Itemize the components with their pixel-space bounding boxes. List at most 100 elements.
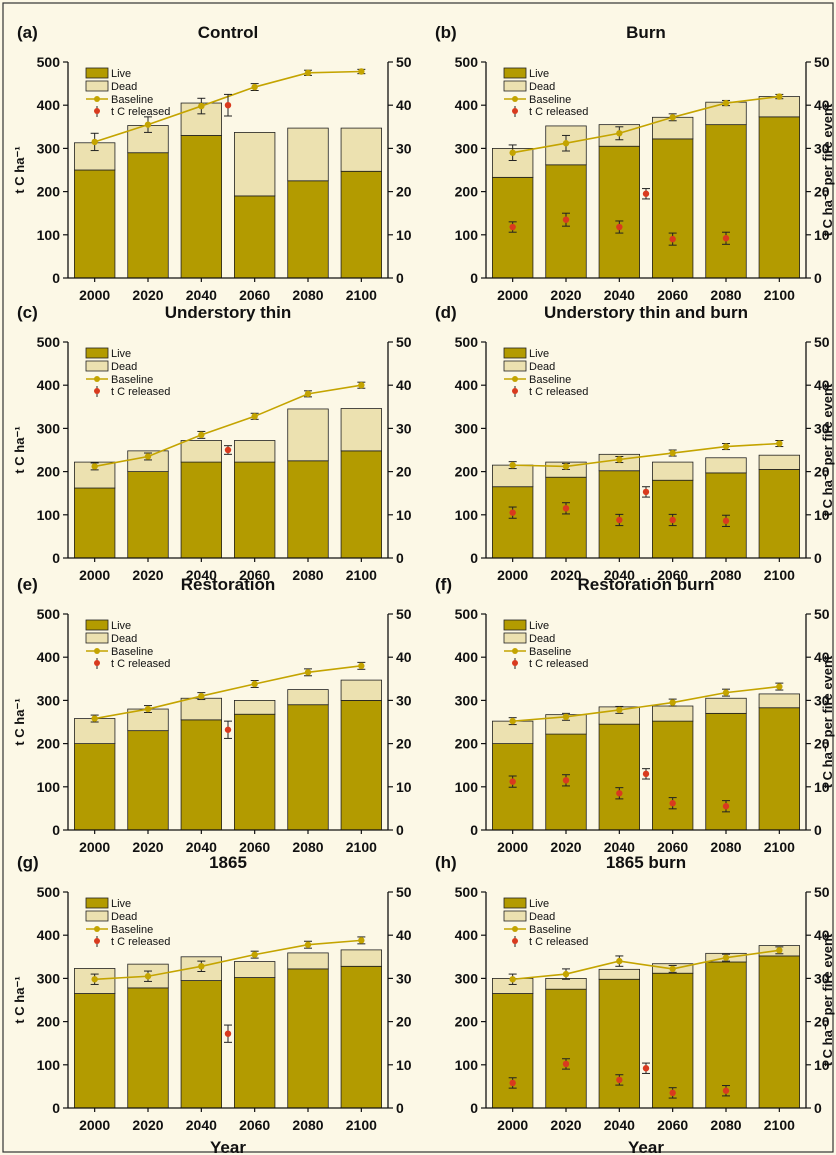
left-tick-label: 400 (37, 377, 61, 393)
released-point (509, 509, 516, 516)
right-tick-label: 30 (396, 140, 412, 156)
legend-label: Baseline (111, 924, 153, 936)
legend-swatch-dead (503, 80, 527, 92)
released-point (616, 790, 623, 797)
baseline-line (94, 665, 362, 720)
released-point (722, 803, 730, 810)
right-tick-label: 20 (814, 464, 830, 480)
bar-live (287, 460, 329, 559)
legend-label: Dead (111, 911, 137, 923)
baseline-point (616, 130, 623, 137)
right-tick-label: 50 (396, 334, 412, 350)
baseline-point (198, 692, 205, 700)
baseline-point (144, 453, 152, 460)
bar-live (340, 170, 383, 279)
bar-dead (705, 457, 747, 474)
chart-title: Burn (626, 23, 666, 42)
panel-h: (h) 1865 burn 0 100 200 300 400 500 0 10 20 30 40 50 2… (435, 853, 835, 1155)
right-tick-label: 10 (814, 1057, 830, 1073)
baseline-point (776, 947, 783, 954)
x-tick-label: 2040 (604, 839, 635, 855)
right-tick-label: 0 (396, 270, 404, 286)
bar-dead (180, 697, 222, 721)
legend-swatch-dead (503, 632, 527, 644)
right-tick-label: 20 (396, 1014, 412, 1030)
right-tick-label: 10 (814, 227, 830, 243)
right-tick-label: 50 (396, 884, 412, 900)
right-tick-label: 40 (814, 927, 830, 943)
left-tick-label: 100 (37, 1057, 61, 1073)
bar-dead (758, 693, 800, 709)
baseline-point (509, 717, 516, 725)
panel-f: (f) Restoration burn 0 100 200 300 400 500 0 10 20… (435, 575, 835, 855)
baseline-point (509, 461, 516, 469)
baseline-point (144, 973, 152, 980)
y-axis-label-left: t C ha⁻¹ (12, 146, 27, 193)
left-tick-label: 300 (37, 970, 61, 986)
chart-title: 1865 burn (606, 853, 686, 872)
legend-label: Baseline (111, 374, 153, 386)
baseline-line (94, 939, 362, 981)
baseline-point (91, 138, 98, 146)
legend-label: t C released (111, 106, 170, 118)
legend-swatch-dead (85, 632, 109, 644)
left-tick-label: 500 (37, 334, 61, 350)
legend-label: t C released (529, 658, 588, 670)
bar-live (74, 743, 116, 831)
bar-live (652, 720, 694, 831)
chart-title: Restoration burn (578, 575, 715, 594)
panel-label: (e) (17, 575, 38, 594)
bar-dead (233, 700, 276, 715)
right-tick-label: 50 (814, 334, 830, 350)
legend-marker-baseline (94, 648, 100, 654)
baseline-point (358, 662, 365, 670)
legend-swatch-live (503, 67, 527, 79)
legend-swatch-live (85, 619, 109, 631)
baseline-point (562, 463, 570, 470)
x-tick-label: 2100 (764, 1117, 795, 1133)
left-tick-label: 0 (470, 270, 478, 286)
released-point (224, 726, 232, 733)
bar-live (758, 707, 800, 831)
bar-live (180, 719, 222, 831)
left-tick-label: 400 (37, 927, 61, 943)
chart-title: Restoration (181, 575, 275, 594)
bar-live (705, 961, 747, 1109)
baseline-point (616, 456, 623, 463)
baseline-point (144, 121, 152, 128)
bar-dead (180, 440, 222, 463)
bar-live (340, 965, 383, 1109)
baseline-point (358, 68, 365, 75)
x-tick-label: 2000 (497, 839, 528, 855)
baseline-point (722, 443, 730, 450)
right-tick-label: 40 (396, 649, 412, 665)
x-tick-label: 2000 (79, 1117, 110, 1133)
released-point (669, 235, 676, 243)
baseline-line (512, 685, 780, 722)
right-tick-label: 40 (814, 649, 830, 665)
legend-label: Baseline (529, 646, 571, 658)
bar-dead (545, 978, 587, 990)
baseline-point (562, 713, 570, 721)
x-axis-label: Year (628, 1138, 664, 1155)
bar-live (652, 138, 694, 279)
bar-live (758, 469, 800, 559)
right-tick-label: 0 (396, 550, 404, 566)
bar-live (287, 968, 329, 1109)
baseline-point (562, 970, 570, 978)
released-point (722, 235, 730, 242)
released-point (669, 800, 676, 807)
x-tick-label: 2100 (346, 567, 377, 583)
released-point (562, 1060, 570, 1068)
baseline-point (776, 440, 783, 447)
y-axis-label-left: t C ha⁻¹ (12, 698, 27, 745)
right-tick-label: 40 (396, 97, 412, 113)
right-tick-label: 10 (396, 779, 412, 795)
bar-dead (340, 127, 383, 172)
x-tick-label: 2000 (79, 287, 110, 303)
bar-live (598, 145, 640, 279)
right-tick-label: 40 (396, 377, 412, 393)
